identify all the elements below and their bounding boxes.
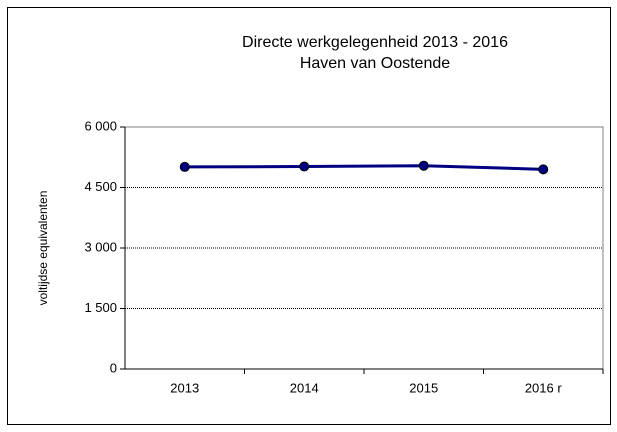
chart-subtitle: Haven van Oostende — [300, 55, 450, 72]
y-tick-label: 0 — [110, 360, 117, 375]
y-tick-label: 1 500 — [84, 300, 117, 315]
y-axis-label: voltijdse equivalenten — [36, 191, 50, 306]
x-tick-label: 2016 r — [525, 380, 563, 395]
data-point — [418, 160, 429, 171]
data-line — [184, 164, 544, 171]
y-tick-label: 4 500 — [84, 179, 117, 194]
x-tick-label: 2013 — [170, 380, 199, 395]
y-tick-label: 6 000 — [84, 118, 117, 133]
data-point — [538, 164, 549, 175]
x-tick-label: 2014 — [290, 380, 319, 395]
data-point — [179, 161, 190, 172]
data-point — [299, 161, 310, 172]
chart-title: Directe werkgelegenheid 2013 - 2016 — [242, 34, 508, 51]
x-tick-label: 2015 — [409, 380, 438, 395]
y-tick-label: 3 000 — [84, 239, 117, 254]
